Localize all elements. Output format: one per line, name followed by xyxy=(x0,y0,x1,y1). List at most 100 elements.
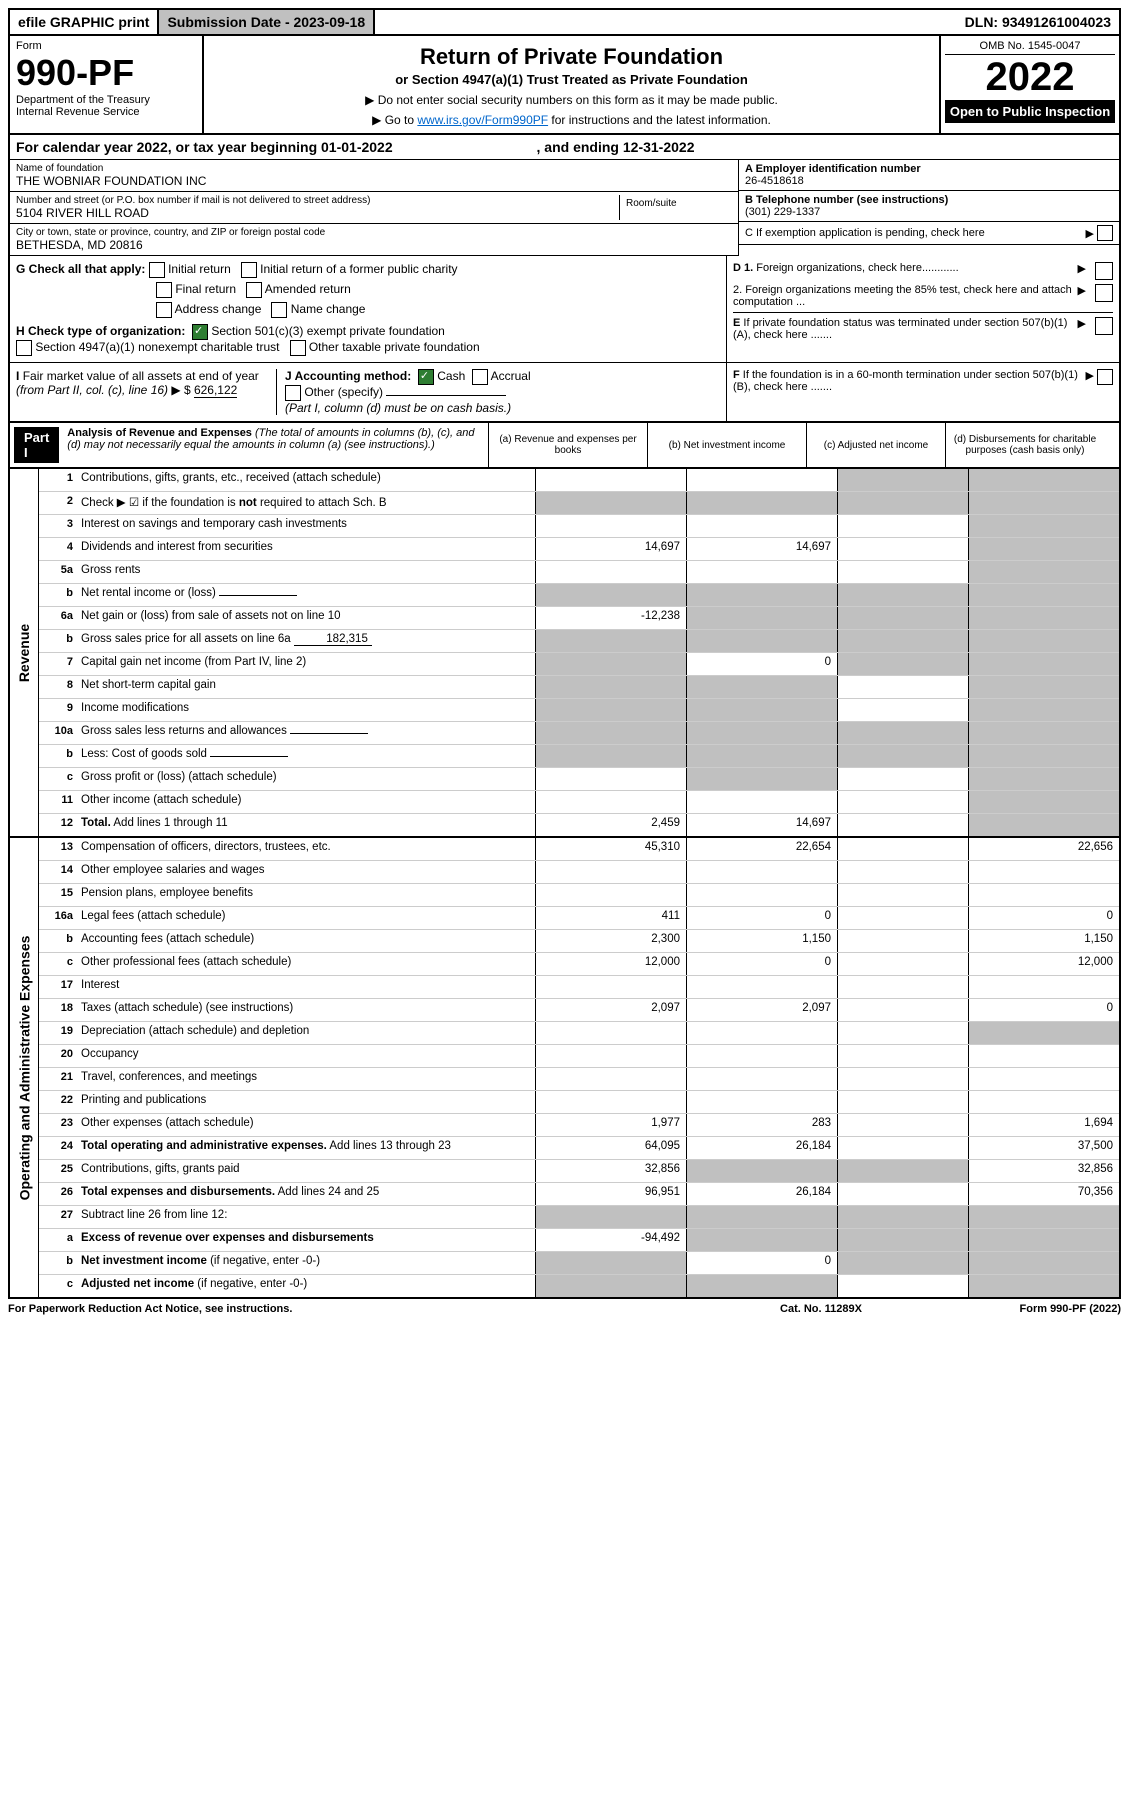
cell-b: 0 xyxy=(686,907,837,929)
cell-a xyxy=(535,584,686,606)
cell-a xyxy=(535,699,686,721)
cell-a xyxy=(535,630,686,652)
cell-b: 2,097 xyxy=(686,999,837,1021)
cell-a: -12,238 xyxy=(535,607,686,629)
line-description: Check ▶ ☑ if the foundation is not requi… xyxy=(77,492,535,514)
other-method-checkbox[interactable] xyxy=(285,385,301,401)
cell-b xyxy=(686,515,837,537)
cell-a xyxy=(535,1275,686,1297)
table-row: 21Travel, conferences, and meetings xyxy=(39,1067,1119,1090)
amended-return-checkbox[interactable] xyxy=(246,282,262,298)
cell-a: 45,310 xyxy=(535,838,686,860)
col-c-header: (c) Adjusted net income xyxy=(806,423,945,467)
table-row: 15Pension plans, employee benefits xyxy=(39,883,1119,906)
line-number: 12 xyxy=(39,814,77,836)
line-description: Total operating and administrative expen… xyxy=(77,1137,535,1159)
line-description: Net short-term capital gain xyxy=(77,676,535,698)
line-description: Compensation of officers, directors, tru… xyxy=(77,838,535,860)
line-description: Other professional fees (attach schedule… xyxy=(77,953,535,975)
d2-checkbox[interactable] xyxy=(1095,284,1113,302)
form-label: Form xyxy=(16,40,196,52)
cell-d xyxy=(968,1091,1119,1113)
line-description: Taxes (attach schedule) (see instruction… xyxy=(77,999,535,1021)
4947-checkbox[interactable] xyxy=(16,340,32,356)
cell-b xyxy=(686,630,837,652)
line-description: Less: Cost of goods sold xyxy=(77,745,535,767)
501c3-checkbox[interactable] xyxy=(192,324,208,340)
form-title: Return of Private Foundation xyxy=(210,44,933,70)
dln-label: DLN: 93491261004023 xyxy=(957,10,1119,34)
initial-former-checkbox[interactable] xyxy=(241,262,257,278)
final-return-checkbox[interactable] xyxy=(156,282,172,298)
form-number-block: Form 990-PF Department of the Treasury I… xyxy=(10,36,204,133)
cell-a: 2,300 xyxy=(535,930,686,952)
line-number: 14 xyxy=(39,861,77,883)
fmi-row: I Fair market value of all assets at end… xyxy=(8,363,1121,423)
line-number: 24 xyxy=(39,1137,77,1159)
table-row: 20Occupancy xyxy=(39,1044,1119,1067)
table-row: bGross sales price for all assets on lin… xyxy=(39,629,1119,652)
exemption-checkbox[interactable] xyxy=(1097,225,1113,241)
cell-d: 32,856 xyxy=(968,1160,1119,1182)
cell-d xyxy=(968,768,1119,790)
cell-d xyxy=(968,584,1119,606)
address-change-checkbox[interactable] xyxy=(156,302,172,318)
name-change-checkbox[interactable] xyxy=(271,302,287,318)
table-row: 3Interest on savings and temporary cash … xyxy=(39,514,1119,537)
cell-c xyxy=(837,1183,968,1205)
cell-c xyxy=(837,1022,968,1044)
line-number: 10a xyxy=(39,722,77,744)
d1-checkbox[interactable] xyxy=(1095,262,1113,280)
note-link: ▶ Go to www.irs.gov/Form990PF for instru… xyxy=(210,113,933,127)
form-title-block: Return of Private Foundation or Section … xyxy=(204,36,941,133)
cell-c xyxy=(837,676,968,698)
name-label: Name of foundation xyxy=(16,163,732,174)
cash-checkbox[interactable] xyxy=(418,369,434,385)
line-description: Other employee salaries and wages xyxy=(77,861,535,883)
cell-d xyxy=(968,722,1119,744)
table-row: 27Subtract line 26 from line 12: xyxy=(39,1205,1119,1228)
form-footer-label: Form 990-PF (2022) xyxy=(921,1303,1121,1315)
accrual-checkbox[interactable] xyxy=(472,369,488,385)
omb-number: OMB No. 1545-0047 xyxy=(945,40,1115,55)
arrow-icon: ▶ xyxy=(1086,227,1094,240)
cell-a: 1,977 xyxy=(535,1114,686,1136)
initial-return-checkbox[interactable] xyxy=(149,262,165,278)
cell-a xyxy=(535,515,686,537)
cell-b xyxy=(686,1275,837,1297)
cell-a xyxy=(535,492,686,514)
cell-b: 0 xyxy=(686,953,837,975)
ein-value: 26-4518618 xyxy=(745,175,1113,187)
f-checkbox[interactable] xyxy=(1097,369,1113,385)
page-footer: For Paperwork Reduction Act Notice, see … xyxy=(8,1299,1121,1319)
cell-c xyxy=(837,1229,968,1251)
irs-link[interactable]: www.irs.gov/Form990PF xyxy=(417,113,548,127)
cell-a xyxy=(535,791,686,813)
line-number: c xyxy=(39,1275,77,1297)
cell-d: 37,500 xyxy=(968,1137,1119,1159)
table-row: 8Net short-term capital gain xyxy=(39,675,1119,698)
cell-b: 14,697 xyxy=(686,814,837,836)
line-description: Contributions, gifts, grants paid xyxy=(77,1160,535,1182)
cell-c xyxy=(837,791,968,813)
cell-a: 12,000 xyxy=(535,953,686,975)
cell-d xyxy=(968,607,1119,629)
d2-label: 2. Foreign organizations meeting the 85%… xyxy=(733,284,1075,308)
cell-d xyxy=(968,515,1119,537)
submission-date: Submission Date - 2023-09-18 xyxy=(159,10,375,34)
cell-d xyxy=(968,1206,1119,1228)
other-taxable-checkbox[interactable] xyxy=(290,340,306,356)
street-address: 5104 RIVER HILL ROAD xyxy=(16,206,619,220)
line-number: 9 xyxy=(39,699,77,721)
line-description: Gross rents xyxy=(77,561,535,583)
cell-b xyxy=(686,1091,837,1113)
cell-c xyxy=(837,999,968,1021)
line-number: 23 xyxy=(39,1114,77,1136)
e-checkbox[interactable] xyxy=(1095,317,1113,335)
g-label: G Check all that apply: xyxy=(16,262,145,276)
paperwork-notice: For Paperwork Reduction Act Notice, see … xyxy=(8,1303,721,1315)
cell-d xyxy=(968,745,1119,767)
cell-b xyxy=(686,561,837,583)
line-description: Legal fees (attach schedule) xyxy=(77,907,535,929)
cell-a: 2,097 xyxy=(535,999,686,1021)
